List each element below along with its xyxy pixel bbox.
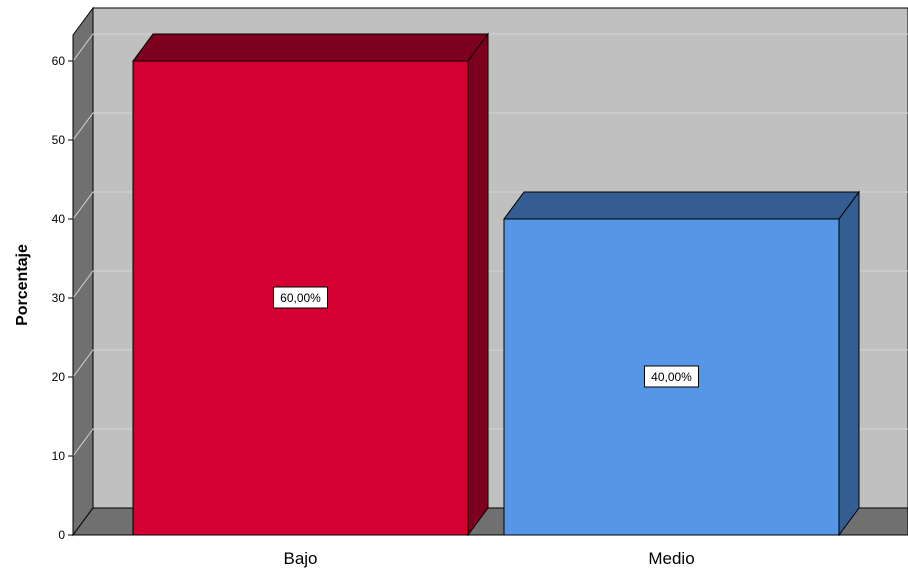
bar-bajo: 60,00% (132, 32, 489, 537)
gridline (72, 33, 908, 62)
y-tick-label: 40 (52, 212, 66, 226)
gridline (72, 112, 908, 141)
x-tick-label: Medio (648, 549, 694, 568)
data-label: 60,00% (273, 286, 328, 309)
bars: 60,00% 40,00% (132, 32, 860, 537)
data-label-box (644, 365, 699, 388)
y-axis-title: Porcentaje (14, 244, 31, 326)
bar-top (503, 191, 860, 220)
y-tick-label: 10 (52, 449, 66, 463)
x-axis-labels: Bajo Medio (283, 549, 694, 568)
y-tick-label: 60 (52, 54, 66, 68)
data-label-box (273, 286, 328, 309)
x-tick-label: Bajo (283, 549, 317, 568)
bar-top (132, 33, 489, 62)
data-label: 40,00% (644, 365, 699, 388)
y-axis-ticks: 0 10 20 30 40 50 60 (52, 54, 73, 542)
y-tick-label: 20 (52, 370, 66, 384)
chart-side-wall (72, 6, 94, 537)
data-label-text: 40,00% (651, 370, 692, 384)
data-label-text: 60,00% (280, 291, 321, 305)
bar-side (467, 32, 489, 537)
bar-medio: 40,00% (503, 190, 860, 537)
y-tick-label: 0 (58, 528, 65, 542)
y-tick-label: 30 (52, 291, 66, 305)
bar-side (838, 190, 860, 537)
y-tick-label: 50 (52, 133, 66, 147)
